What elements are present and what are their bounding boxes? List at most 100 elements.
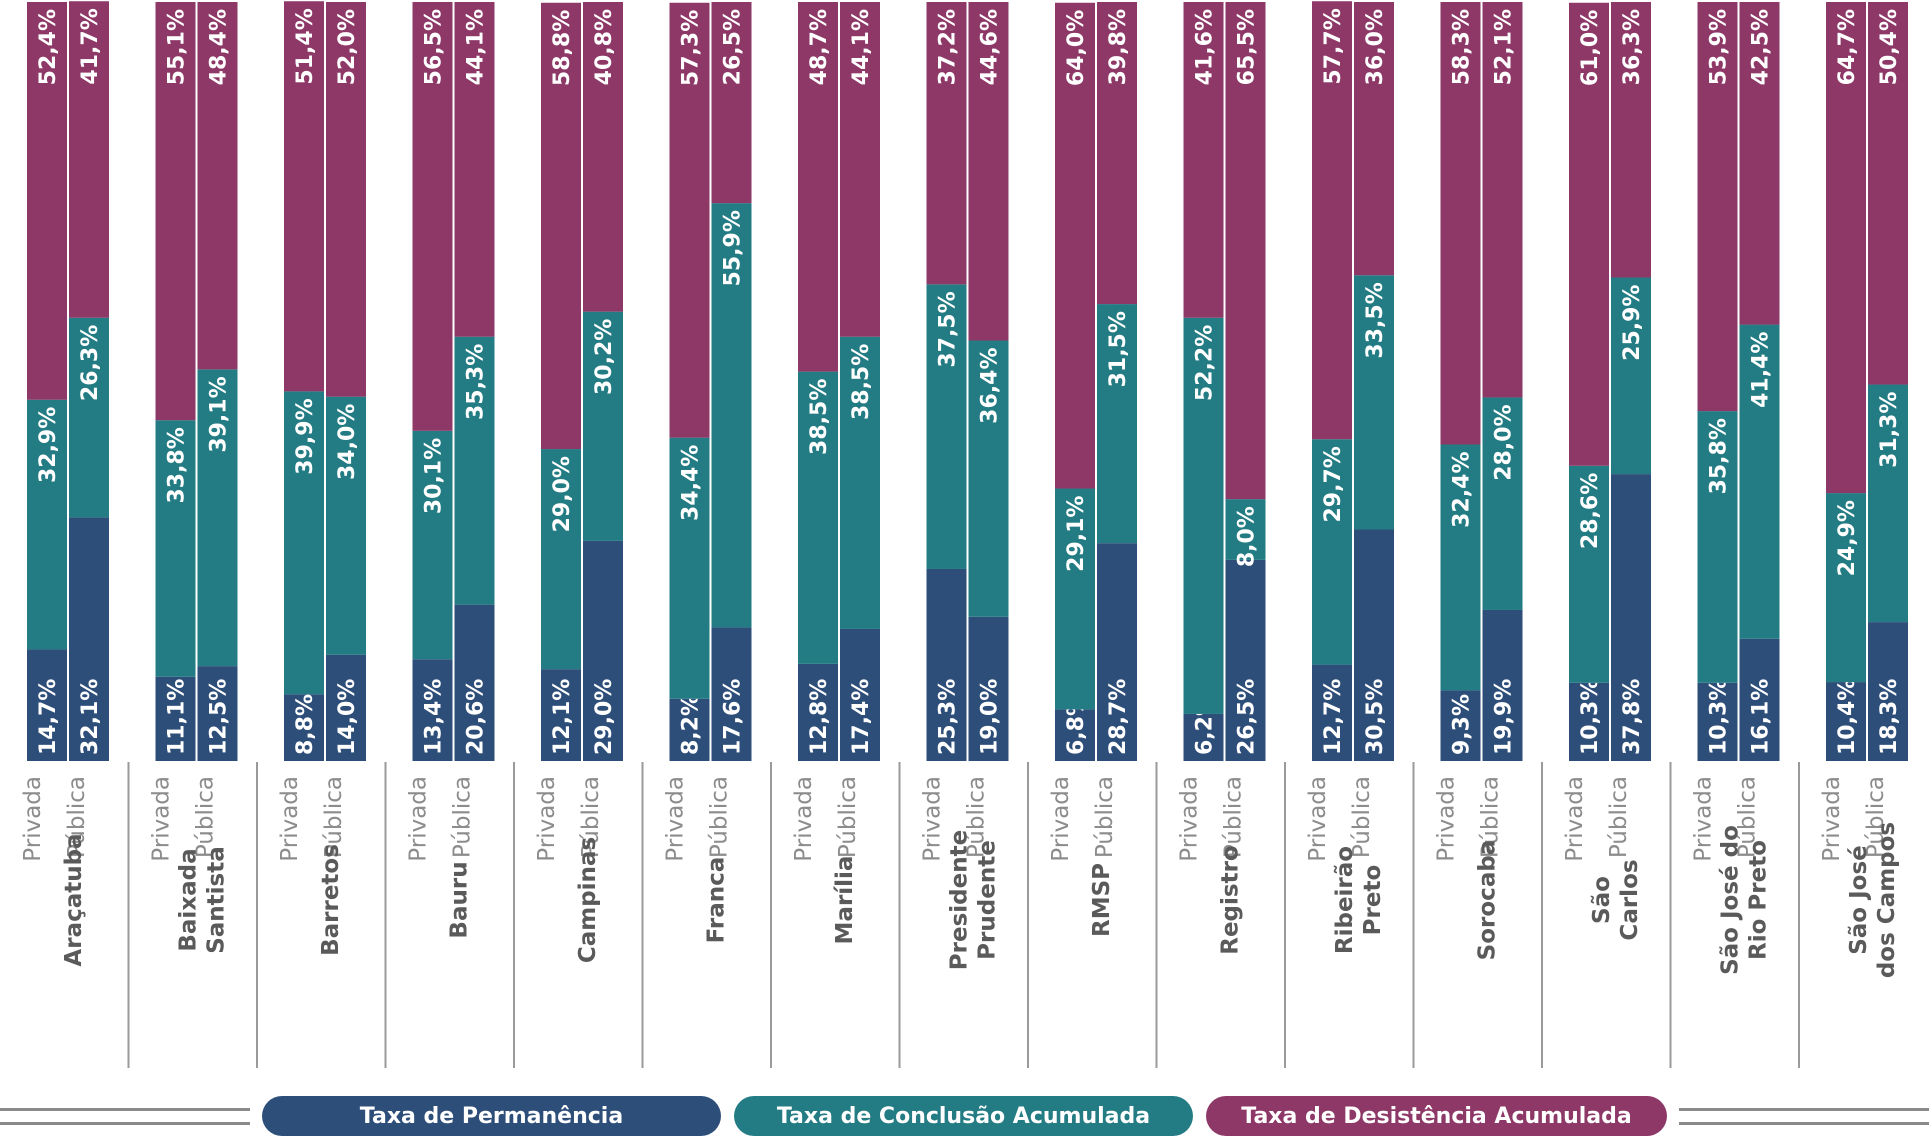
- bar-segment-barretos-privada-taxa-de-desistencia-acumulada: [284, 1, 324, 392]
- value-label-sao-jose-do-rio-preto-publica-taxa-de-permanencia: 16,1%: [1749, 679, 1774, 755]
- value-label-baixada-santista-privada-taxa-de-conclusao-acumulada: 33,8%: [165, 427, 190, 503]
- subcategory-label-sorocaba-publica: Pública: [1478, 776, 1504, 858]
- value-label-sao-jose-dos-campos-publica-taxa-de-desistencia-acumulada: 50,4%: [1877, 9, 1902, 85]
- bar-segment-sao-jose-dos-campos-publica-taxa-de-desistencia-acumulada: [1868, 2, 1908, 385]
- subcategory-label-franca-publica: Pública: [707, 776, 733, 858]
- value-label-franca-publica-taxa-de-conclusao-acumulada: 55,9%: [721, 210, 746, 286]
- subcategory-label-marilia-publica: Pública: [835, 776, 861, 858]
- bar-segment-sao-jose-do-rio-preto-publica-taxa-de-desistencia-acumulada: [1739, 2, 1780, 325]
- bar-segment-ribeirao-preto-publica-taxa-de-permanencia: [1354, 529, 1394, 761]
- bar-segment-ribeirao-preto-publica-taxa-de-conclusao-acumulada: [1354, 275, 1394, 530]
- bar-segment-marilia-publica-taxa-de-desistencia-acumulada: [840, 1, 880, 337]
- category-label-barretos: Barretos: [318, 844, 344, 956]
- value-label-marilia-publica-taxa-de-conclusao-acumulada: 38,5%: [849, 344, 874, 420]
- value-label-sao-jose-do-rio-preto-publica-taxa-de-conclusao-acumulada: 41,4%: [1749, 332, 1774, 408]
- bar-segment-bauru-publica-taxa-de-conclusao-acumulada: [454, 336, 495, 605]
- legend-permanencia-label: Taxa de Permanência: [359, 1103, 624, 1129]
- value-label-sorocaba-publica-taxa-de-permanencia: 19,9%: [1492, 679, 1517, 755]
- bar-segment-bauru-privada-taxa-de-desistencia-acumulada: [412, 2, 453, 431]
- bar-segment-baixada-santista-publica-taxa-de-conclusao-acumulada: [197, 369, 238, 667]
- subcategory-label-sao-jose-do-rio-preto-privada: Privada: [1691, 776, 1717, 862]
- value-label-bauru-privada-taxa-de-desistencia-acumulada: 56,5%: [422, 9, 447, 85]
- legend-conclusao-label: Taxa de Conclusão Acumulada: [776, 1103, 1151, 1129]
- category-label-sao-jose-do-rio-preto-line2: Rio Preto: [1746, 840, 1772, 960]
- value-label-bauru-privada-taxa-de-permanencia: 13,4%: [422, 679, 447, 755]
- value-label-franca-publica-taxa-de-permanencia: 17,6%: [721, 679, 746, 755]
- value-label-baixada-santista-privada-taxa-de-desistencia-acumulada: 55,1%: [165, 9, 190, 85]
- bar-segment-registro-publica-taxa-de-desistencia-acumulada: [1225, 1, 1266, 500]
- subcategory-label-campinas-publica: Pública: [578, 776, 604, 858]
- value-label-campinas-privada-taxa-de-desistencia-acumulada: 58,8%: [550, 10, 575, 86]
- bar-segment-barretos-publica-taxa-de-permanencia: [326, 654, 366, 761]
- value-label-aracatuba-publica-taxa-de-permanencia: 32,1%: [78, 679, 103, 755]
- value-label-campinas-publica-taxa-de-permanencia: 29,0%: [592, 679, 617, 755]
- subcategory-label-sao-jose-do-rio-preto-publica: Pública: [1735, 776, 1761, 858]
- bar-segment-sao-jose-dos-campos-publica-taxa-de-conclusao-acumulada: [1868, 384, 1908, 623]
- bar-segment-presidente-prudente-publica-taxa-de-conclusao-acumulada: [968, 340, 1009, 617]
- bar-segment-baixada-santista-privada-taxa-de-conclusao-acumulada: [155, 420, 196, 677]
- bar-segment-sorocaba-privada-taxa-de-desistencia-acumulada: [1440, 2, 1481, 445]
- bar-segment-sao-carlos-publica-taxa-de-permanencia: [1611, 474, 1651, 761]
- category-label-baixada-santista-line2: Santista: [204, 846, 230, 954]
- bar-segment-registro-privada-taxa-de-permanencia: [1183, 713, 1224, 761]
- value-label-bauru-publica-taxa-de-conclusao-acumulada: 35,3%: [464, 344, 489, 420]
- subcategory-label-sorocaba-privada: Privada: [1434, 776, 1460, 862]
- value-label-rmsp-privada-taxa-de-desistencia-acumulada: 64,0%: [1064, 10, 1089, 86]
- category-label-ribeirao-preto-line2: Preto: [1360, 865, 1386, 936]
- bar-segment-sao-jose-dos-campos-privada-taxa-de-permanencia: [1826, 682, 1866, 761]
- bar-segment-franca-publica-taxa-de-conclusao-acumulada: [711, 203, 752, 628]
- value-label-sao-jose-dos-campos-privada-taxa-de-conclusao-acumulada: 24,9%: [1835, 500, 1860, 576]
- value-label-presidente-prudente-publica-taxa-de-permanencia: 19,0%: [978, 679, 1003, 755]
- value-label-franca-publica-taxa-de-desistencia-acumulada: 26,5%: [721, 9, 746, 85]
- value-label-sao-carlos-publica-taxa-de-permanencia: 37,8%: [1620, 679, 1645, 755]
- value-label-barretos-publica-taxa-de-desistencia-acumulada: 52,0%: [335, 9, 360, 85]
- value-label-bauru-publica-taxa-de-permanencia: 20,6%: [464, 679, 489, 755]
- value-label-sao-jose-dos-campos-privada-taxa-de-desistencia-acumulada: 64,7%: [1835, 9, 1860, 85]
- bar-segment-baixada-santista-privada-taxa-de-desistencia-acumulada: [155, 1, 196, 421]
- bar-segment-barretos-privada-taxa-de-permanencia: [284, 694, 324, 761]
- value-label-presidente-prudente-publica-taxa-de-conclusao-acumulada: 36,4%: [978, 348, 1003, 424]
- bar-segment-sao-jose-do-rio-preto-privada-taxa-de-desistencia-acumulada: [1697, 2, 1738, 412]
- value-label-baixada-santista-publica-taxa-de-permanencia: 12,5%: [207, 679, 232, 755]
- value-label-aracatuba-publica-taxa-de-desistencia-acumulada: 41,7%: [78, 8, 103, 84]
- category-label-presidente-prudente-line2: Prudente: [975, 840, 1001, 960]
- bar-segment-presidente-prudente-publica-taxa-de-permanencia: [968, 616, 1009, 761]
- bar-segment-rmsp-privada-taxa-de-desistencia-acumulada: [1055, 2, 1095, 489]
- value-label-aracatuba-publica-taxa-de-conclusao-acumulada: 26,3%: [78, 325, 103, 401]
- value-label-aracatuba-privada-taxa-de-desistencia-acumulada: 52,4%: [36, 9, 61, 85]
- bar-segment-baixada-santista-privada-taxa-de-permanencia: [155, 676, 196, 761]
- value-label-registro-publica-taxa-de-conclusao-acumulada: 8,0%: [1235, 506, 1260, 567]
- value-label-registro-privada-taxa-de-conclusao-acumulada: 52,2%: [1193, 325, 1218, 401]
- bar-segment-presidente-prudente-privada-taxa-de-permanencia: [926, 568, 967, 761]
- bar-segment-sao-carlos-privada-taxa-de-permanencia: [1569, 682, 1609, 761]
- value-label-barretos-publica-taxa-de-conclusao-acumulada: 34,0%: [335, 404, 360, 480]
- bar-segment-sao-jose-dos-campos-privada-taxa-de-desistencia-acumulada: [1826, 1, 1866, 494]
- bar-segment-sao-jose-do-rio-preto-privada-taxa-de-conclusao-acumulada: [1697, 411, 1738, 683]
- subcategory-label-sao-carlos-privada: Privada: [1562, 776, 1588, 862]
- category-label-franca: Franca: [704, 857, 730, 944]
- value-label-baixada-santista-privada-taxa-de-permanencia: 11,1%: [165, 679, 190, 755]
- value-label-franca-privada-taxa-de-desistencia-acumulada: 57,3%: [679, 10, 704, 86]
- bar-segment-baixada-santista-publica-taxa-de-desistencia-acumulada: [197, 2, 238, 370]
- value-label-marilia-publica-taxa-de-permanencia: 17,4%: [849, 679, 874, 755]
- bar-segment-aracatuba-publica-taxa-de-permanencia: [69, 517, 109, 761]
- value-label-sao-carlos-publica-taxa-de-desistencia-acumulada: 36,3%: [1620, 9, 1645, 85]
- subcategory-label-ribeirao-preto-privada: Privada: [1305, 776, 1331, 862]
- legend-desistencia: Taxa de Desistência Acumulada: [1206, 1096, 1667, 1136]
- category-label-sao-carlos-line2: Carlos: [1617, 859, 1643, 940]
- subcategory-label-aracatuba-publica: Pública: [64, 776, 90, 858]
- bar-segment-campinas-publica-taxa-de-permanencia: [583, 540, 623, 761]
- bar-segment-aracatuba-privada-taxa-de-permanencia: [27, 649, 67, 761]
- category-label-sorocaba: Sorocaba: [1475, 840, 1501, 961]
- bar-segment-campinas-privada-taxa-de-desistencia-acumulada: [541, 2, 581, 450]
- legend-divider-left-top: [0, 1108, 250, 1111]
- legend-divider-right-top: [1679, 1108, 1929, 1111]
- value-label-rmsp-publica-taxa-de-desistencia-acumulada: 39,8%: [1106, 9, 1131, 85]
- subcategory-label-presidente-prudente-privada: Privada: [920, 776, 946, 862]
- bar-segment-marilia-publica-taxa-de-permanencia: [840, 628, 880, 761]
- bar-segment-marilia-privada-taxa-de-desistencia-acumulada: [798, 1, 838, 372]
- value-label-presidente-prudente-privada-taxa-de-permanencia: 25,3%: [936, 679, 961, 755]
- value-label-sao-jose-dos-campos-publica-taxa-de-permanencia: 18,3%: [1877, 679, 1902, 755]
- value-label-presidente-prudente-publica-taxa-de-desistencia-acumulada: 44,6%: [978, 9, 1003, 85]
- value-label-rmsp-publica-taxa-de-conclusao-acumulada: 31,5%: [1106, 311, 1131, 387]
